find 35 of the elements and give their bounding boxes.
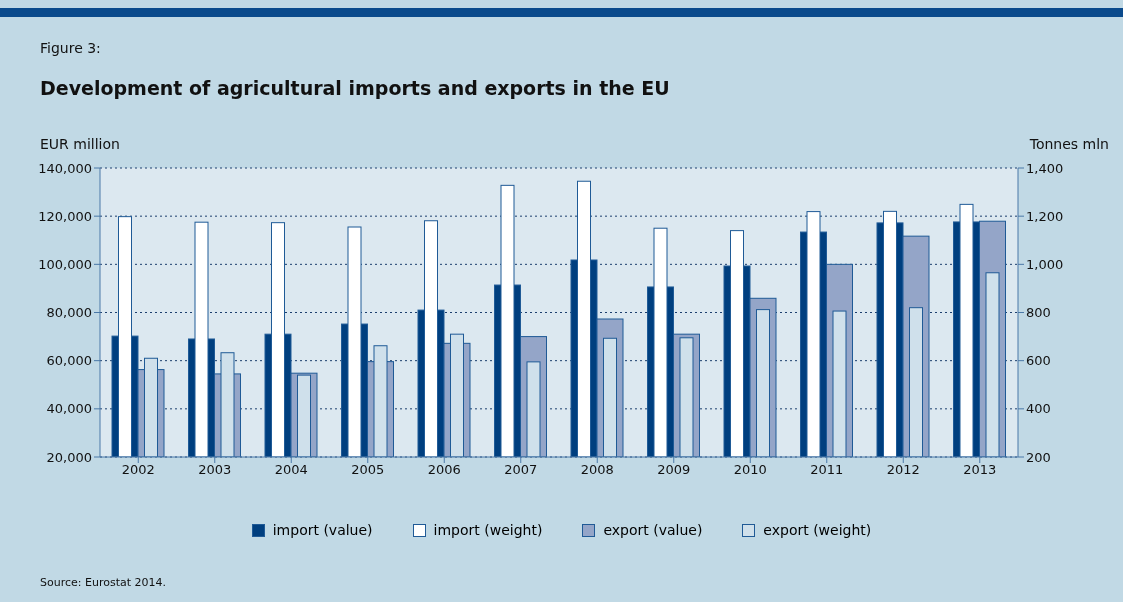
x-tick-label: 2003: [198, 462, 232, 478]
y-axis-title: EUR million: [40, 136, 120, 152]
legend-label: import (weight): [433, 522, 543, 538]
y2-tick-label: 400: [1026, 401, 1051, 417]
y2-tick-label: 600: [1026, 353, 1051, 369]
y2-tick-label: 1,400: [1026, 160, 1064, 176]
x-tick-label: 2013: [963, 462, 997, 478]
caption: Figure 3:: [40, 40, 101, 56]
y-tick-label: 60,000: [46, 353, 92, 369]
source-note: Source: Eurostat 2014.: [40, 576, 167, 589]
x-tick-label: 2012: [886, 462, 920, 478]
y-tick-label: 80,000: [46, 305, 92, 321]
y2-tick-label: 800: [1026, 305, 1051, 321]
x-tick-label: 2005: [351, 462, 385, 478]
x-tick-label: 2006: [427, 462, 461, 478]
x-tick-label: 2002: [121, 462, 155, 478]
x-tick-label: 2008: [580, 462, 614, 478]
x-tick-label: 2007: [504, 462, 538, 478]
y-tick-label: 40,000: [46, 401, 92, 417]
legend-label: export (weight): [763, 522, 872, 538]
y2-tick-label: 1,000: [1026, 256, 1064, 272]
y-tick-label: 20,000: [46, 449, 92, 465]
x-tick-label: 2004: [274, 462, 308, 478]
y-tick-label: 100,000: [38, 256, 92, 272]
x-tick-label: 2010: [733, 462, 767, 478]
chart-title: Development of agricultural imports and exports in the EU: [40, 77, 670, 99]
y-tick-label: 140,000: [38, 160, 92, 176]
legend-label: import (value): [272, 522, 373, 538]
y2-tick-label: 200: [1026, 449, 1051, 465]
y2-axis-title: Tonnes mln: [1029, 136, 1109, 152]
x-tick-label: 2009: [657, 462, 691, 478]
legend-label: export (value): [603, 522, 703, 538]
y2-tick-label: 1,200: [1026, 208, 1064, 224]
y-tick-label: 120,000: [38, 208, 92, 224]
x-tick-label: 2011: [810, 462, 844, 478]
